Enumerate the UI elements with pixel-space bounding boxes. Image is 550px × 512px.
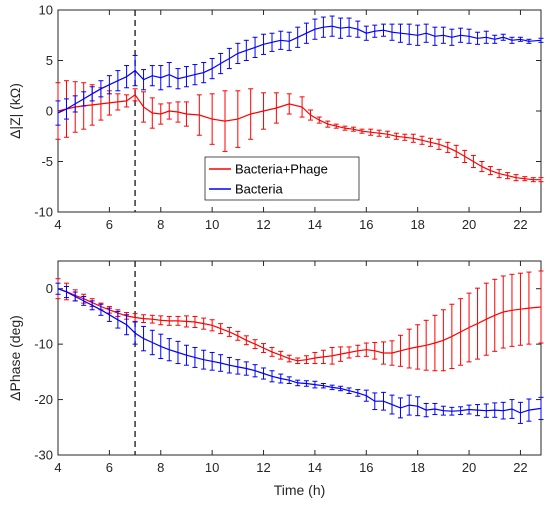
series-line [57,25,542,114]
x-tick-label: 8 [157,217,164,232]
x-tick-label: 8 [157,460,164,475]
x-tick-label: 18 [410,217,424,232]
legend-entry: Bacteria [235,182,283,197]
y-tick-label: -10 [34,337,53,352]
x-tick-label: 22 [513,460,527,475]
y-tick-label: -5 [41,154,53,169]
x-tick-label: 4 [54,217,61,232]
x-tick-label: 14 [308,217,322,232]
y-tick-label: 10 [39,3,53,18]
series-bacteria [55,282,544,424]
x-tick-label: 22 [513,217,527,232]
y-tick-label: -10 [34,205,53,220]
series-bacteria-phage [55,270,544,372]
x-tick-label: 6 [106,460,113,475]
x-tick-label: 4 [54,460,61,475]
x-tick-label: 6 [106,217,113,232]
legend-entry: Bacteria+Phage [235,162,328,177]
x-tick-label: 10 [205,460,219,475]
y-tick-label: 0 [46,281,53,296]
x-tick-label: 12 [256,460,270,475]
series-bacteria-phage [55,80,544,183]
phase-panel: 4 6 8 10 12 14 16 18 20 22 -30 -20 -10 0 ΔPhase (deg) T… [7,260,544,498]
x-tick-label: 12 [256,217,270,232]
x-tick-label: 20 [462,217,476,232]
x-tick-label: 20 [462,460,476,475]
impedance-panel: 4 6 8 10 12 14 16 18 20 22 -10 -5 0 5 10 Δ|Z| (kΩ) Bacte… [7,3,544,232]
x-axis-label: Time (h) [274,482,326,498]
series-line [57,288,542,414]
y-tick-label: -20 [34,392,53,407]
y-tick-label: 5 [46,53,53,68]
series-bacteria [55,15,544,126]
legend-box [204,156,360,201]
y-axis-label: Δ|Z| (kΩ) [7,83,23,139]
legend: Bacteria+Phage Bacteria [204,156,360,201]
x-tick-label: 14 [308,460,322,475]
series-line [57,93,541,181]
y-axis-label: ΔPhase (deg) [7,315,23,401]
x-tick-label: 16 [359,217,373,232]
y-tick-label: -30 [34,448,53,463]
x-tick-label: 18 [410,460,424,475]
x-tick-label: 10 [205,217,219,232]
series-line [57,288,542,362]
x-tick-label: 16 [359,460,373,475]
y-tick-label: 0 [46,104,53,119]
